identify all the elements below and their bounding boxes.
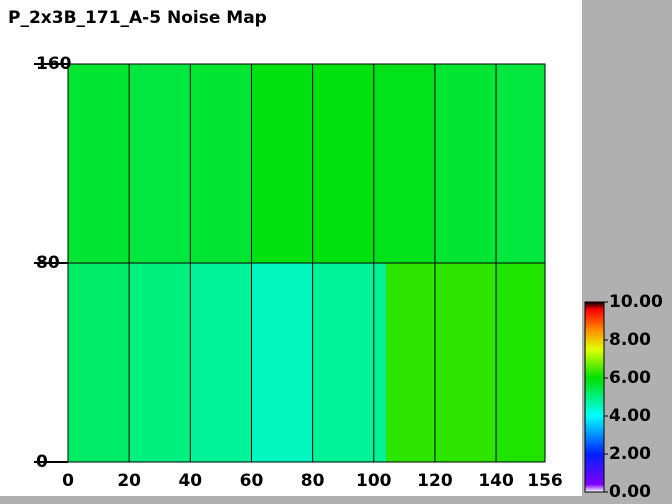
heat-cell — [434, 263, 497, 462]
heat-cell — [386, 263, 435, 462]
heat-cell — [386, 64, 435, 263]
heat-cell — [373, 263, 386, 462]
heat-cell — [190, 64, 252, 263]
x-tick-label: 40 — [178, 471, 202, 491]
x-tick-label: 0 — [62, 471, 74, 491]
heat-cell — [373, 64, 386, 263]
x-tick-label: 20 — [117, 471, 141, 491]
heat-cell — [129, 64, 191, 263]
heat-cell — [251, 64, 313, 263]
heat-cell — [68, 263, 130, 462]
heat-cell — [129, 263, 191, 462]
colorbar-tick-label: 8.00 — [609, 330, 651, 350]
heat-cell — [312, 64, 374, 263]
x-tick-label: 100 — [356, 471, 392, 491]
heat-cell — [496, 64, 545, 263]
y-tick-label: 0 — [36, 452, 48, 472]
x-tick-label: 60 — [240, 471, 264, 491]
y-tick-label: 80 — [36, 253, 60, 273]
x-tick-label: 120 — [417, 471, 453, 491]
heat-cell — [251, 263, 313, 462]
bottom-panel — [0, 496, 582, 504]
heat-cell — [496, 263, 545, 462]
heat-cell — [434, 64, 497, 263]
x-tick-label: 140 — [478, 471, 514, 491]
colorbar-tick-label: 2.00 — [609, 444, 651, 464]
colorbar-tick-label: 6.00 — [609, 368, 651, 388]
colorbar-tick-label: 4.00 — [609, 406, 651, 426]
y-tick-label: 160 — [36, 54, 72, 74]
colorbar-tick-label: 10.00 — [609, 292, 663, 312]
x-tick-label: 80 — [301, 471, 325, 491]
colorbar — [584, 301, 605, 493]
plot-frame — [67, 63, 546, 463]
heat-cell — [190, 263, 252, 462]
heat-cell — [68, 64, 130, 263]
chart-title: P_2x3B_171_A-5 Noise Map — [8, 8, 267, 28]
colorbar-tick-label: 0.00 — [609, 482, 651, 502]
x-tick-label: 156 — [527, 471, 563, 491]
heat-cell — [312, 263, 374, 462]
